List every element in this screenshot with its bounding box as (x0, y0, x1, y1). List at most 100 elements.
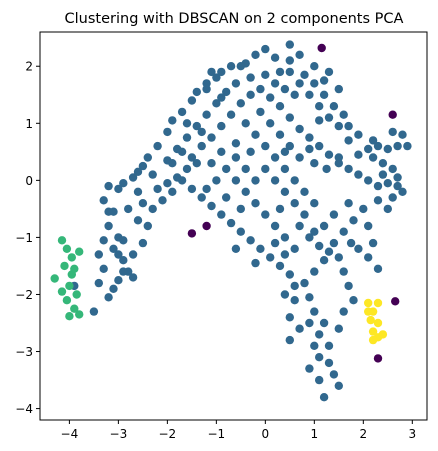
scatter-point-cluster-0 (256, 107, 265, 117)
scatter-point-cluster-0 (192, 87, 201, 97)
scatter-point-cluster-0 (300, 210, 309, 219)
scatter-point-cluster-0 (339, 110, 348, 119)
scatter-point-cluster-0 (197, 127, 206, 137)
scatter-point-cluster-1 (72, 290, 81, 299)
scatter-point-cluster-0 (212, 176, 221, 185)
scatter-point-cluster-0 (231, 176, 241, 185)
scatter-point-cluster-0 (280, 164, 290, 174)
scatter-point-cluster-0 (270, 153, 280, 162)
scatter-point-cluster-0 (334, 84, 343, 94)
scatter-point-cluster-0 (349, 296, 358, 305)
scatter-point-cluster-0 (280, 290, 290, 299)
scatter-point-cluster-0 (207, 133, 216, 142)
scatter-point-cluster-0 (373, 141, 383, 151)
scatter-point-cluster-0 (270, 176, 280, 185)
scatter-point-cluster-0 (310, 79, 319, 88)
scatter-point-cluster-0 (334, 253, 343, 262)
x-tick-label: −2 (159, 427, 177, 441)
scatter-point-cluster-0 (217, 93, 226, 102)
scatter-point-cluster-0 (295, 153, 304, 162)
scatter-point-cluster-0 (359, 204, 368, 214)
scatter-point-cluster-0 (295, 79, 304, 88)
scatter-point-cluster-0 (315, 375, 324, 385)
scatter-point-cluster-0 (300, 278, 309, 288)
x-tick-label: 2 (359, 427, 367, 441)
scatter-point-cluster-0 (119, 236, 128, 245)
scatter-point-cluster-0 (329, 210, 339, 219)
scatter-point-cluster-0 (133, 187, 143, 196)
scatter-point-cluster-0 (315, 102, 324, 111)
scatter-point-cluster-0 (192, 121, 201, 131)
chart-title: Clustering with DBSCAN on 2 components P… (65, 11, 404, 27)
scatter-point-cluster-0 (339, 227, 348, 236)
scatter-point-cluster-0 (114, 184, 123, 194)
scatter-point-cluster-0 (398, 130, 407, 139)
scatter-point-cluster-0 (119, 267, 128, 276)
scatter-point-cluster-0 (138, 238, 148, 248)
scatter-point-cluster-0 (236, 227, 245, 236)
axes-frame (39, 31, 428, 421)
scatter-point-cluster-0 (261, 70, 270, 80)
scatter-point-cluster-0 (364, 253, 373, 262)
scatter-point-cluster-0 (251, 130, 260, 139)
scatter-point-cluster-0 (104, 293, 113, 302)
y-tick-label: −2 (15, 288, 33, 302)
x-tick-label: 3 (408, 427, 416, 441)
x-tick-label: 1 (311, 427, 319, 441)
scatter-point-cluster-0 (226, 61, 236, 71)
scatter-point-cluster-0 (217, 147, 226, 156)
scatter-point-cluster-0 (378, 159, 388, 168)
scatter-point-cluster-0 (226, 218, 236, 228)
scatter-point-cluster-0 (319, 76, 329, 85)
y-tick-label: 2 (25, 60, 33, 74)
scatter-point-cluster-0 (280, 147, 290, 156)
scatter-point-cluster-0 (334, 324, 343, 333)
scatter-point-cluster-0 (310, 61, 319, 71)
scatter-point-cluster-0 (163, 127, 172, 137)
scatter-point-cluster-0 (222, 164, 231, 174)
scatter-point-cluster-1 (65, 281, 74, 291)
scatter-point-cluster-0 (354, 130, 363, 139)
scatter-point-cluster-1 (50, 274, 59, 283)
scatter-point-cluster-1 (62, 244, 72, 253)
scatter-point-cluster-0 (192, 159, 201, 168)
scatter-point-cluster-0 (324, 113, 334, 122)
scatter-point-cluster-0 (344, 121, 353, 131)
scatter-point-cluster-0 (202, 84, 211, 94)
scatter-point-cluster-0 (285, 40, 294, 49)
scatter-point-cluster-0 (280, 187, 290, 196)
scatter-point-cluster-0 (104, 221, 113, 231)
scatter-point-cluster-0 (104, 207, 113, 216)
scatter-point-cluster-0 (222, 193, 231, 202)
scatter-point-cluster-0 (280, 84, 290, 94)
scatter-point-cluster-0 (212, 73, 221, 82)
scatter-point-cluster-0 (148, 170, 157, 179)
scatter-point-cluster-0 (344, 199, 353, 208)
scatter-point-cluster-0 (99, 236, 108, 245)
scatter-point-cluster-0 (393, 181, 402, 191)
scatter-point-cluster-0 (89, 307, 99, 316)
scatter-point-cluster-0 (322, 164, 331, 174)
x-tick-label: 0 (262, 427, 270, 441)
scatter-point-cluster-0 (373, 264, 383, 273)
scatter-point-cluster-0 (295, 221, 304, 231)
scatter-point-cluster-0 (285, 113, 294, 122)
scatter-point-cluster-0 (388, 127, 397, 137)
scatter-point-cluster-0 (217, 121, 226, 131)
scatter-point-cluster-0 (109, 244, 118, 253)
scatter-point-cluster--1 (388, 110, 397, 119)
scatter-point-cluster-0 (364, 176, 373, 185)
scatter-point-cluster-0 (346, 238, 356, 248)
scatter-point-cluster-0 (177, 147, 187, 156)
scatter-point-cluster-0 (364, 221, 373, 231)
scatter-point-cluster-0 (148, 204, 157, 214)
scatter-point-cluster-0 (319, 221, 329, 231)
scatter-point-cluster-0 (109, 284, 118, 293)
scatter-point-cluster-0 (305, 90, 314, 100)
scatter-point-cluster-0 (138, 199, 148, 208)
scatter-point-cluster-1 (70, 264, 79, 273)
scatter-point-cluster-0 (241, 119, 250, 128)
scatter-point-cluster-0 (128, 250, 138, 259)
scatter-point-cluster-0 (329, 370, 339, 379)
